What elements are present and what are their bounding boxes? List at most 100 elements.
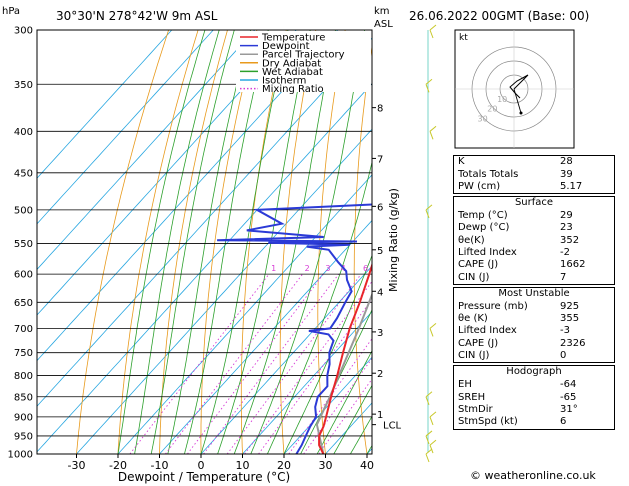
most-unstable-label: CIN (J) (458, 350, 490, 362)
most-unstable-value: 925 (560, 300, 580, 312)
most-unstable-value: 0 (560, 350, 567, 362)
surface-value: 1662 (560, 259, 586, 271)
axes: 3003504004505005506006507007508008509009… (8, 26, 402, 473)
mixing-ratio-line (244, 280, 372, 454)
surface-value: 352 (560, 234, 580, 246)
most-unstable-row: CAPE (J) 2326 (454, 338, 616, 350)
parcel-trajectory-line (315, 292, 372, 454)
wind-barb (425, 430, 433, 445)
isotherm-line (325, 402, 372, 454)
pressure-tick-label: 400 (14, 127, 33, 138)
surface-table: Temp (°C) 29 Dewp (°C) 23 θe(K) 352 Lifted Ind… (454, 210, 616, 284)
pressure-tick-label: 1000 (8, 450, 33, 461)
dry-adiabat-line (200, 30, 258, 454)
hodograph-stat-value: -64 (560, 379, 577, 391)
isotherm-line (37, 83, 372, 453)
km-tick-label: 5 (377, 246, 383, 257)
surface-label: Dewp (°C) (458, 222, 510, 234)
dewpoint-line (217, 203, 372, 454)
index-value: 39 (560, 168, 573, 180)
pressure-tick-label: 950 (14, 431, 33, 442)
x-tick-label: 40 (360, 459, 374, 472)
temperature-line (318, 262, 372, 454)
index-row: PW (cm) 5.17 (454, 181, 616, 193)
hodograph-ring-label: 30 (478, 114, 488, 123)
isotherm-line (76, 128, 372, 454)
wet-adiabat-line (117, 30, 206, 454)
km-tick-label: 4 (377, 287, 383, 298)
asl-unit-label: ASL (374, 19, 393, 30)
hodograph-unit-label: kt (459, 33, 468, 43)
wind-barb (429, 24, 437, 39)
x-tick-label: 20 (277, 459, 291, 472)
pressure-tick-label: 550 (14, 239, 33, 250)
index-value: 5.17 (560, 180, 583, 192)
hodograph-box: Hodograph EH -64 SREH -65 StmDir 31° StmSpd (k… (453, 365, 616, 430)
pressure-tick-label: 800 (14, 371, 33, 382)
surface-label: CIN (J) (458, 271, 490, 283)
hodograph-stat-value: -65 (560, 391, 577, 403)
km-tick-label: 8 (377, 104, 383, 115)
mixing-ratio-label: 3 (325, 264, 330, 273)
most-unstable-row: θe (K) 355 (454, 313, 616, 325)
plot-frame (36, 29, 373, 455)
wind-barbs (425, 24, 437, 463)
legend-background (236, 31, 371, 92)
hodograph-stat-row: EH -64 (454, 379, 616, 391)
surface-row: Temp (°C) 29 (454, 210, 616, 222)
wind-barb (425, 204, 433, 219)
km-tick-label: 6 (377, 202, 383, 213)
hodograph-stat-label: StmDir (458, 403, 493, 415)
most-unstable-value: -3 (560, 325, 570, 337)
wind-barb (429, 439, 437, 454)
hodograph-stat-row: StmDir 31° (454, 404, 616, 416)
isotherm-line (37, 30, 256, 270)
isotherm-line (159, 219, 372, 454)
most-unstable-label: θe (K) (458, 313, 488, 325)
legend-label: Isotherm (262, 76, 306, 87)
dry-adiabat-line (279, 30, 317, 454)
wind-barb (425, 78, 433, 93)
wind-barb (429, 125, 437, 140)
hodograph-title: Hodograph (506, 366, 562, 378)
surface-row: CIN (J) 7 (454, 272, 616, 284)
wind-barb (425, 391, 433, 405)
surface-title: Surface (514, 197, 554, 209)
surface-value: -2 (560, 247, 570, 259)
legend-label: Parcel Trajectory (262, 50, 345, 61)
surface-row: θe(K) 352 (454, 234, 616, 246)
isotherm-line (37, 30, 297, 316)
dry-adiabat-line (76, 30, 170, 454)
isotherm-line (37, 30, 173, 179)
pressure-tick-label: 750 (14, 348, 33, 359)
isotherm-line (117, 174, 372, 454)
lcl-label: LCL (383, 421, 402, 432)
surface-label: Temp (°C) (458, 209, 508, 221)
km-tick-label: 3 (377, 328, 383, 339)
surface-row: CAPE (J) 1662 (454, 259, 616, 271)
hodograph-ring-label: 10 (497, 95, 507, 104)
mixing-ratio-label: 8 (379, 264, 384, 273)
wind-barb (429, 323, 437, 337)
copyright-text[interactable]: © weatheronline.co.uk (470, 469, 596, 482)
x-tick-label: 10 (236, 459, 250, 472)
hodograph-stat-value: 31° (560, 403, 578, 415)
surface-value: 7 (560, 271, 567, 283)
hodograph-stat-label: SREH (458, 391, 486, 403)
datetime-title: 26.06.2022 00GMT (Base: 00) (409, 9, 589, 23)
x-tick-label: -30 (68, 459, 86, 472)
mixing-ratio-label: 1 (271, 264, 276, 273)
surface-value: 29 (560, 209, 573, 221)
pressure-tick-label: 900 (14, 412, 33, 423)
most-unstable-row: Lifted Index -3 (454, 325, 616, 337)
most-unstable-value: 2326 (560, 337, 586, 349)
legend-label: Mixing Ratio (262, 84, 324, 95)
legend-label: Temperature (261, 33, 325, 44)
index-row: K 28 (454, 156, 616, 168)
most-unstable-value: 355 (560, 313, 580, 325)
km-tick-label: 2 (377, 369, 383, 380)
pressure-tick-label: 450 (14, 168, 33, 179)
wet-adiabat-line (150, 30, 235, 454)
